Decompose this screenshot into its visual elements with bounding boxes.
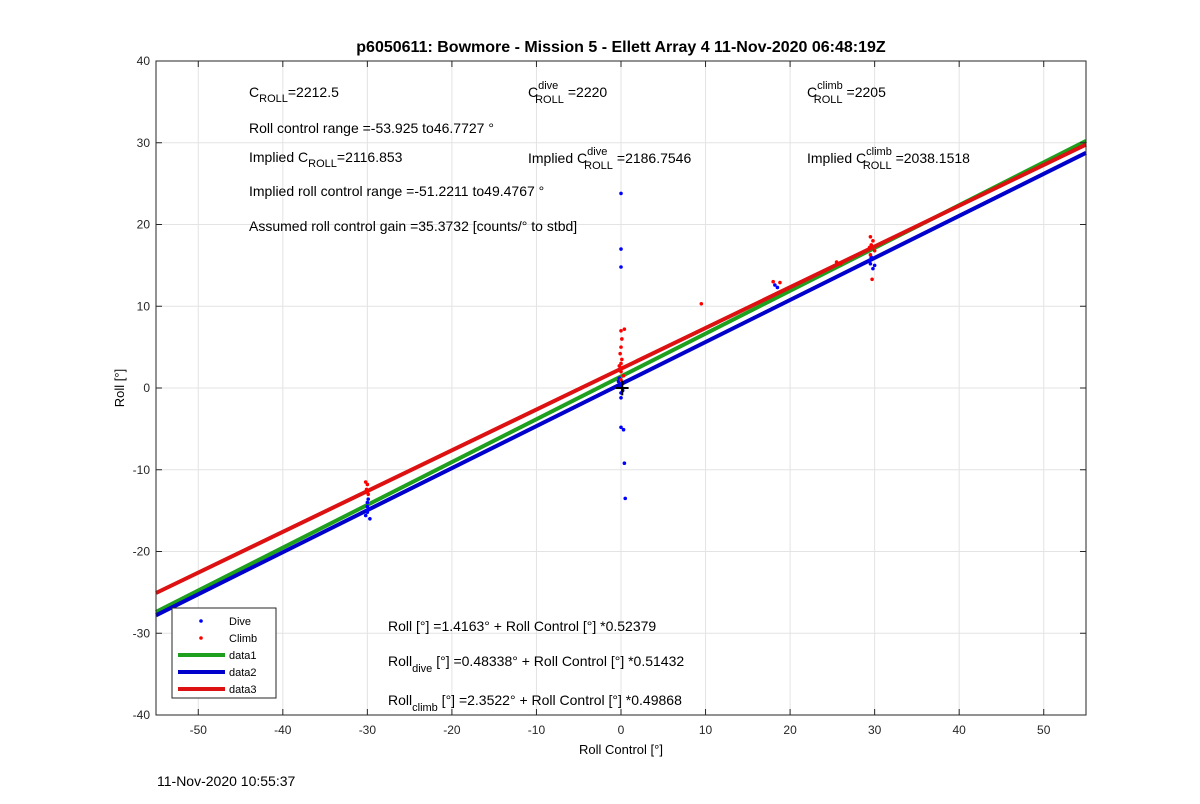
- legend-label: data2: [229, 667, 257, 679]
- point-climb: [619, 369, 623, 374]
- annotation-fit-all: Roll [°] =1.4163° + Roll Control [°] *0.…: [388, 618, 656, 634]
- chart-title: p6050611: Bowmore - Mission 5 - Ellett A…: [356, 39, 886, 56]
- y-tick-label: -40: [133, 708, 151, 722]
- legend-label: Dive: [229, 616, 251, 628]
- annotation-implied-c-roll-dive: Implied Cdive ROLL =2186.7546: [528, 146, 691, 172]
- annotation-implied-range: Implied roll control range =-51.2211 to4…: [249, 183, 544, 199]
- point-climb: [778, 280, 782, 285]
- point-climb: [622, 327, 627, 331]
- point-dive: [363, 513, 368, 518]
- y-tick-label: 10: [137, 299, 151, 313]
- x-tick-label: -50: [190, 723, 208, 737]
- point-climb: [834, 260, 839, 264]
- annotation-implied-c-roll-climb: Implied Cclimb ROLL =2038.1518: [807, 146, 970, 172]
- x-tick-label: 50: [1037, 723, 1051, 737]
- point-dive: [619, 265, 623, 269]
- y-tick-label: 0: [143, 381, 150, 395]
- fit-line-data3: [155, 142, 1087, 595]
- point-dive: [773, 283, 777, 287]
- point-climb: [618, 351, 622, 356]
- legend-marker-climb: [199, 636, 203, 640]
- point-dive: [622, 461, 627, 466]
- x-tick-label: 20: [783, 723, 797, 737]
- legend-marker-dive: [199, 619, 203, 623]
- footer-timestamp: 11-Nov-2020 10:55:37: [157, 773, 296, 789]
- legend: Dive Climb data1 data2 data3: [171, 607, 277, 699]
- annotation-roll-range: Roll control range =-53.925 to46.7727 °: [249, 120, 494, 136]
- point-dive: [621, 427, 626, 432]
- point-climb: [620, 337, 624, 341]
- point-dive: [867, 258, 872, 263]
- point-climb: [619, 328, 623, 333]
- point-climb: [620, 365, 625, 370]
- x-tick-label: -20: [443, 723, 461, 737]
- annotation-c-roll-climb: Cclimb ROLL =2205: [807, 80, 886, 106]
- annotation-implied-c-roll: Implied CROLL=2116.853: [249, 149, 403, 170]
- data-points: [363, 191, 877, 521]
- point-dive: [619, 396, 623, 400]
- point-dive: [364, 508, 369, 513]
- y-axis-label: Roll [°]: [112, 369, 127, 407]
- legend-label: Climb: [229, 633, 257, 645]
- point-dive: [872, 263, 877, 268]
- point-dive: [619, 425, 623, 430]
- x-tick-label: 0: [618, 723, 625, 737]
- legend-label: data1: [229, 650, 257, 662]
- point-dive: [619, 247, 623, 251]
- point-climb: [699, 301, 704, 306]
- point-dive: [619, 191, 623, 196]
- point-dive: [868, 261, 873, 266]
- point-climb: [839, 261, 843, 266]
- y-tick-label: -10: [133, 463, 151, 477]
- x-tick-label: -30: [359, 723, 377, 737]
- point-dive: [871, 266, 875, 271]
- x-tick-label: -10: [528, 723, 546, 737]
- point-climb: [872, 248, 877, 253]
- point-dive: [623, 496, 628, 501]
- point-climb: [871, 239, 875, 243]
- point-climb: [617, 364, 622, 368]
- point-climb: [870, 277, 874, 282]
- y-tick-label: 20: [137, 218, 151, 232]
- annotation-fit-dive: Rolldive [°] =0.48338° + Roll Control [°…: [388, 653, 684, 675]
- annotations: CROLL=2212.5 Cdive ROLL =2220 Cclimb ROLL =220…: [249, 80, 970, 714]
- x-tick-label: 10: [699, 723, 713, 737]
- point-climb: [620, 357, 624, 362]
- point-dive: [368, 517, 372, 521]
- y-tick-label: 40: [137, 54, 151, 68]
- x-axis-label: Roll Control [°]: [579, 742, 663, 757]
- axis-ticks: -50 -40 -30 -20 -10 0 10 20 30 40 50 -40 -30 -20 -10 0 1…: [133, 54, 1086, 737]
- y-tick-label: -20: [133, 545, 151, 559]
- y-tick-label: -30: [133, 626, 151, 640]
- y-tick-label: 30: [137, 136, 151, 150]
- annotation-fit-climb: Rollclimb [°] =2.3522° + Roll Control [°…: [388, 692, 682, 714]
- point-dive: [365, 500, 370, 505]
- point-climb: [868, 252, 873, 257]
- annotation-c-roll: CROLL=2212.5: [249, 84, 339, 105]
- point-dive: [775, 285, 780, 290]
- x-tick-label: 40: [953, 723, 967, 737]
- point-climb: [365, 490, 370, 494]
- point-dive: [366, 497, 371, 501]
- point-climb: [868, 234, 873, 239]
- point-climb: [867, 245, 872, 250]
- point-climb: [363, 480, 368, 484]
- annotation-gain: Assumed roll control gain =35.3732 [coun…: [249, 218, 577, 234]
- annotation-c-roll-dive: Cdive ROLL =2220: [528, 80, 607, 106]
- point-climb: [619, 345, 623, 349]
- legend-label: data3: [229, 684, 257, 696]
- x-tick-label: -40: [274, 723, 292, 737]
- x-tick-label: 30: [868, 723, 882, 737]
- point-climb: [621, 373, 626, 378]
- point-climb: [771, 279, 775, 284]
